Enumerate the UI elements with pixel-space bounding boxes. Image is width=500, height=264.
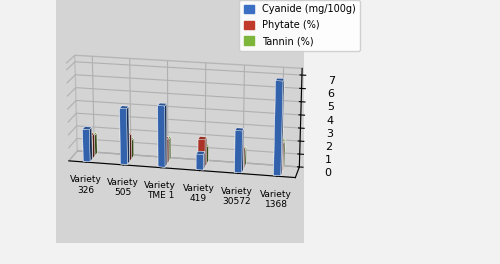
Legend: Cyanide (mg/100g), Phytate (%), Tannin (%): Cyanide (mg/100g), Phytate (%), Tannin (… (240, 0, 360, 51)
